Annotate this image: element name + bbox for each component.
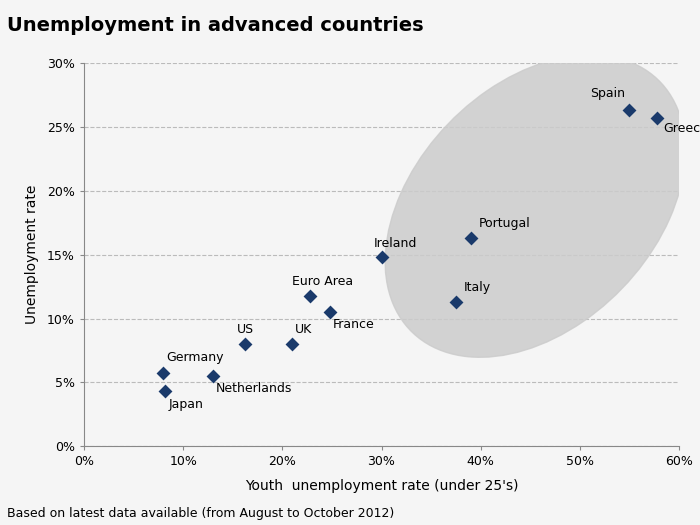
Point (239, 340, 251, 348)
Text: Portugal: Portugal (479, 217, 531, 230)
Text: UK: UK (295, 323, 312, 337)
Point (207, 372, 218, 380)
Point (376, 253, 387, 261)
Text: Spain: Spain (589, 87, 624, 100)
Point (624, 106, 635, 114)
Y-axis label: Unemployment rate: Unemployment rate (25, 185, 38, 324)
Text: Based on latest data available (from August to October 2012): Based on latest data available (from Aug… (7, 507, 394, 520)
Text: Euro Area: Euro Area (293, 275, 354, 288)
Point (450, 298, 461, 306)
Point (652, 114, 663, 122)
Text: US: US (237, 323, 254, 337)
Text: Netherlands: Netherlands (216, 382, 293, 395)
Text: Greece: Greece (663, 122, 700, 134)
Text: Germany: Germany (167, 352, 224, 364)
Text: Italy: Italy (464, 281, 491, 294)
Text: Japan: Japan (168, 398, 203, 411)
Point (160, 387, 171, 395)
Point (158, 369, 169, 377)
Text: Unemployment in advanced countries: Unemployment in advanced countries (7, 16, 424, 35)
Point (304, 291, 316, 300)
Point (324, 308, 335, 316)
Text: Ireland: Ireland (374, 237, 417, 249)
Point (466, 234, 477, 242)
X-axis label: Youth  unemployment rate (under 25's): Youth unemployment rate (under 25's) (245, 479, 518, 494)
Text: France: France (333, 318, 374, 331)
Ellipse shape (385, 55, 685, 358)
Point (287, 340, 298, 348)
